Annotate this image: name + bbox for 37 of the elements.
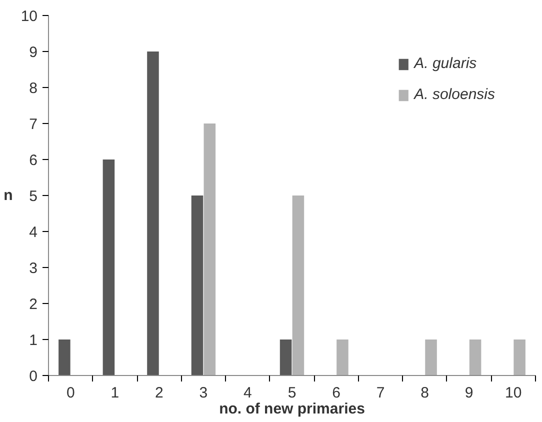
x-tick-label: 8	[420, 384, 429, 402]
y-tick-label: 1	[29, 332, 38, 349]
bar	[514, 340, 526, 376]
y-tick-label: 9	[29, 44, 38, 61]
bar	[102, 160, 115, 376]
bar	[280, 340, 292, 376]
x-tick-label: 4	[244, 384, 252, 402]
x-tick-label: 6	[332, 384, 340, 402]
y-tick-label: 4	[29, 224, 38, 241]
y-tick-label: 3	[29, 260, 38, 277]
bar	[191, 196, 204, 376]
x-axis-title: no. of new primaries	[219, 400, 365, 418]
x-tick-label: 9	[464, 384, 474, 402]
x-tick-label: 1	[110, 384, 120, 402]
y-tick-label: 8	[29, 80, 38, 97]
x-tick-label: 7	[376, 384, 385, 402]
bar	[204, 124, 216, 376]
bar	[425, 340, 437, 376]
bar	[469, 340, 482, 376]
x-tick-label: 0	[66, 384, 75, 402]
y-tick-label: 5	[29, 188, 38, 205]
x-tick-label: 3	[199, 384, 208, 402]
bar	[147, 52, 159, 376]
y-tick-label: 0	[29, 368, 38, 385]
y-tick-label: 10	[20, 8, 38, 25]
bar	[58, 340, 70, 376]
y-axis-title: n	[4, 187, 13, 204]
y-tick-label: 7	[29, 116, 38, 133]
legend-label: A. gularis	[414, 55, 477, 72]
x-tick-label: 2	[155, 384, 164, 402]
x-tick-label: 10	[505, 384, 522, 402]
bar	[336, 340, 348, 376]
y-tick-label: 6	[29, 152, 38, 169]
bar	[292, 196, 304, 376]
y-tick-label: 2	[29, 296, 38, 313]
legend-label: A. soloensis	[414, 86, 495, 103]
x-tick-label: 5	[288, 384, 296, 402]
